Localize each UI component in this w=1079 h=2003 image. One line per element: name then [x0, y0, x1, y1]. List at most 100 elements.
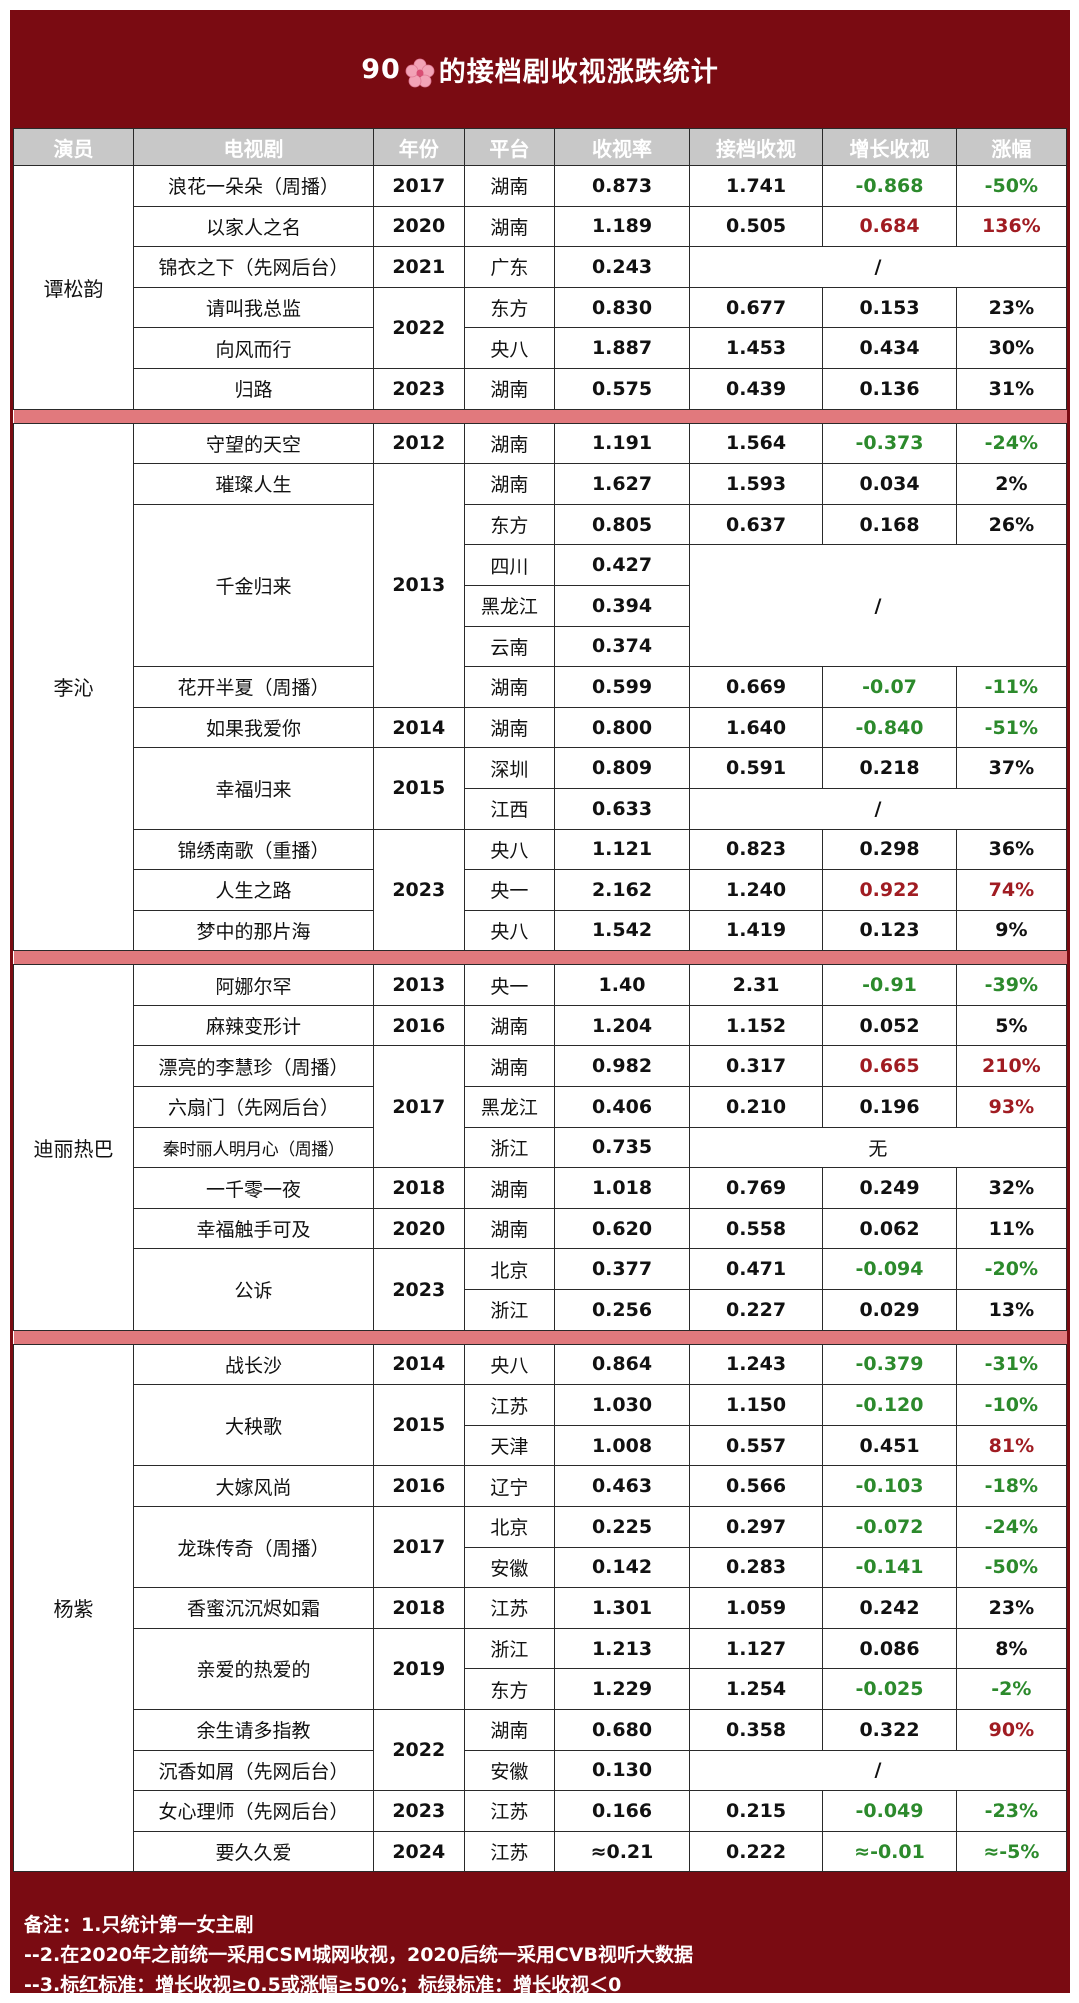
growth-cell: -0.072 [822, 1506, 957, 1548]
next-rating-cell: 0.823 [688, 828, 824, 871]
year-cell: 2017 [372, 165, 465, 207]
table-row: 一千零一夜 2018 湖南 1.018 0.769 0.249 32% [14, 1167, 1068, 1209]
platform-cell: 湖南 [463, 706, 556, 749]
pct-cell: 8% [955, 1627, 1068, 1670]
table-row: 谭松韵 浪花一朵朵（周播） 2017 湖南 0.873 1.741 -0.868… [13, 165, 1068, 410]
platform-cell: 江苏 [463, 1790, 556, 1832]
pct-cell: -51% [955, 706, 1068, 749]
growth-cell: 0.218 [822, 747, 957, 789]
growth-cell: 0.242 [822, 1587, 957, 1629]
platform-cell: 央一 [463, 964, 556, 1006]
next-rating-cell: 1.240 [688, 869, 824, 911]
drama-cell: 千金归来 [132, 503, 374, 668]
drama-cell: 璀璨人生 [132, 463, 374, 505]
pct-cell: 74% [955, 869, 1068, 911]
next-rating-cell: 0.317 [688, 1045, 824, 1088]
pct-cell: 5% [955, 1004, 1068, 1047]
rating-cell: 1.627 [554, 463, 690, 505]
table-row: 如果我爱你 2014 湖南 0.800 1.640 -0.840 -51% [14, 706, 1068, 749]
platform-cell: 湖南 [463, 205, 556, 248]
drama-cell: 归路 [132, 367, 374, 410]
next-rating-cell: 1.640 [688, 706, 824, 749]
pct-cell: 11% [955, 1207, 1068, 1250]
growth-cell: -0.07 [822, 666, 957, 708]
rating-cell: 0.800 [554, 706, 690, 749]
header-growth: 增长收视 [822, 128, 957, 166]
rating-cell: 0.873 [554, 165, 690, 207]
actor-cell: 谭松韵 [13, 165, 134, 410]
growth-cell: 0.123 [822, 909, 957, 952]
rating-cell: 0.805 [554, 503, 690, 546]
next-rating-cell: 0.358 [688, 1708, 824, 1751]
table-row: 黑龙江 0.394 [14, 584, 1067, 627]
year-cell: 2021 [372, 246, 465, 288]
growth-cell: 0.684 [822, 205, 957, 248]
growth-cell: -0.868 [822, 165, 957, 207]
next-rating-cell: 1.243 [688, 1343, 824, 1386]
drama-cell: 幸福归来 [132, 747, 374, 830]
year-cell: 2016 [372, 1465, 465, 1507]
growth-cell: 0.086 [822, 1627, 957, 1670]
rating-cell: 1.030 [554, 1384, 690, 1426]
platform-cell: 黑龙江 [463, 584, 556, 627]
platform-cell: 安徽 [463, 1749, 556, 1792]
year-cell: 2023 [372, 1790, 465, 1832]
year-cell: 2022 [372, 286, 465, 369]
pct-cell: -39% [955, 964, 1068, 1006]
table-row: 东方 1.229 1.254 -0.025 -2% [14, 1668, 1068, 1710]
year-cell: 2015 [372, 747, 465, 830]
table-row: 女心理师（先网后台） 2023 江苏 0.166 0.215 -0.049 -2… [14, 1790, 1068, 1832]
next-rating-cell: 0.637 [688, 503, 824, 546]
next-rating-cell: 1.593 [688, 463, 824, 505]
drama-cell: 大嫁风尚 [132, 1465, 374, 1507]
platform-cell: 浙江 [463, 1627, 556, 1670]
growth-cell: 0.451 [822, 1424, 957, 1467]
drama-cell: 浪花一朵朵（周播） [132, 165, 374, 207]
rating-cell: 0.463 [554, 1465, 690, 1507]
platform-cell: 央一 [463, 869, 556, 911]
growth-cell: 0.136 [822, 367, 957, 410]
next-rating-cell: 1.564 [688, 422, 824, 465]
pct-cell: 136% [955, 205, 1068, 248]
growth-cell: 0.922 [822, 869, 957, 911]
growth-cell: -0.120 [822, 1384, 957, 1426]
merged-na-cell: / [688, 1749, 1068, 1792]
table-row: 归路 2023 湖南 0.575 0.439 0.136 31% [14, 367, 1068, 410]
table-row: 秦时丽人明月心（周播） 浙江 0.735 无 [14, 1126, 1068, 1169]
rating-cell: 0.406 [554, 1086, 690, 1128]
pct-cell: 90% [955, 1708, 1068, 1751]
growth-cell: -0.840 [822, 706, 957, 749]
next-rating-cell: 1.419 [688, 909, 824, 952]
header-drama: 电视剧 [132, 128, 374, 166]
rating-cell: 0.982 [554, 1045, 690, 1088]
rating-cell: 0.864 [554, 1343, 690, 1386]
rating-cell: 0.599 [554, 666, 690, 708]
rating-cell: 0.377 [554, 1248, 690, 1291]
growth-cell: 0.322 [822, 1708, 957, 1751]
stats-table: 演员 电视剧 年份 平台 收视率 接档收视 增长收视 涨幅 谭松韵 浪花一朵朵（… [13, 128, 1068, 1873]
growth-cell: 0.034 [822, 463, 957, 505]
pct-cell: -23% [955, 1790, 1068, 1832]
growth-cell: ≈-0.01 [822, 1830, 957, 1873]
platform-cell: 浙江 [463, 1289, 556, 1331]
pct-cell: 26% [955, 503, 1068, 546]
next-rating-cell: 0.283 [688, 1546, 824, 1589]
growth-cell: -0.103 [822, 1465, 957, 1507]
pct-cell: 93% [955, 1086, 1068, 1128]
rating-cell: 0.225 [554, 1506, 690, 1548]
actor-cell: 李沁 [13, 422, 134, 952]
next-rating-cell: 1.453 [688, 327, 824, 369]
platform-cell: 北京 [463, 1248, 556, 1291]
year-cell: 2017 [372, 1505, 465, 1589]
next-rating-cell: 0.297 [688, 1506, 824, 1548]
drama-cell: 梦中的那片海 [132, 909, 374, 952]
notes: 备注：1.只统计第一女主剧 --2.在2020年之前统一采用CSM城网收视，20… [24, 1910, 1054, 2000]
rating-cell: 0.130 [554, 1749, 690, 1792]
pct-cell: -31% [955, 1343, 1068, 1386]
next-rating-cell: 0.566 [688, 1465, 824, 1507]
year-cell: 2013 [372, 463, 465, 708]
drama-cell: 秦时丽人明月心（周播） [132, 1126, 374, 1169]
platform-cell: 湖南 [463, 422, 556, 465]
drama-cell: 香蜜沉沉烬如霜 [132, 1587, 374, 1629]
growth-cell: 0.168 [822, 503, 957, 546]
